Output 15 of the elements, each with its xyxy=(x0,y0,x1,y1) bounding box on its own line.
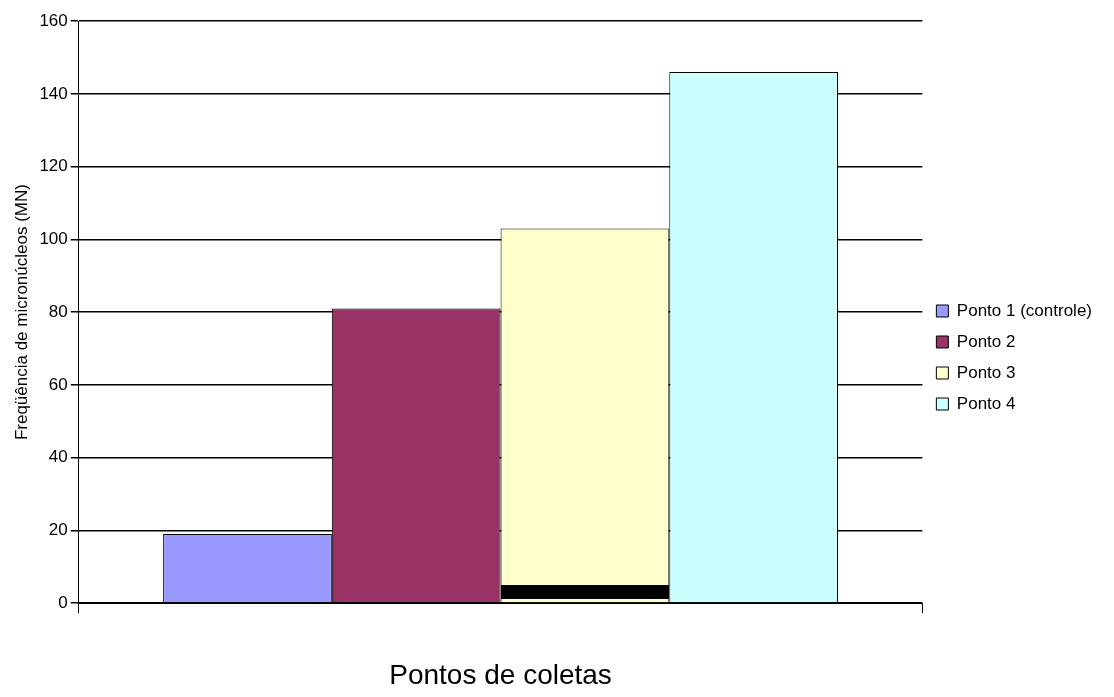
y-tick-label: 20 xyxy=(48,519,68,539)
y-tick-label: 100 xyxy=(39,229,68,249)
legend-label: Ponto 3 xyxy=(956,362,1016,382)
y-tick-label: 120 xyxy=(39,156,68,176)
y-tick-label: 160 xyxy=(39,10,68,30)
x-axis-title: Pontos de coletas xyxy=(389,658,612,690)
legend-label: Ponto 4 xyxy=(956,393,1016,413)
y-tick-label: 60 xyxy=(48,374,68,394)
y-tick-label: 80 xyxy=(48,301,68,321)
y-tick-label: 0 xyxy=(58,592,68,612)
y-tick-label: 40 xyxy=(48,447,68,467)
y-axis-title: Freqüência de micronúcleos (MN) xyxy=(11,184,31,441)
legend-label: Ponto 1 (controle) xyxy=(956,300,1093,320)
y-tick-label: 140 xyxy=(39,83,68,103)
legend-label: Ponto 2 xyxy=(956,331,1016,351)
